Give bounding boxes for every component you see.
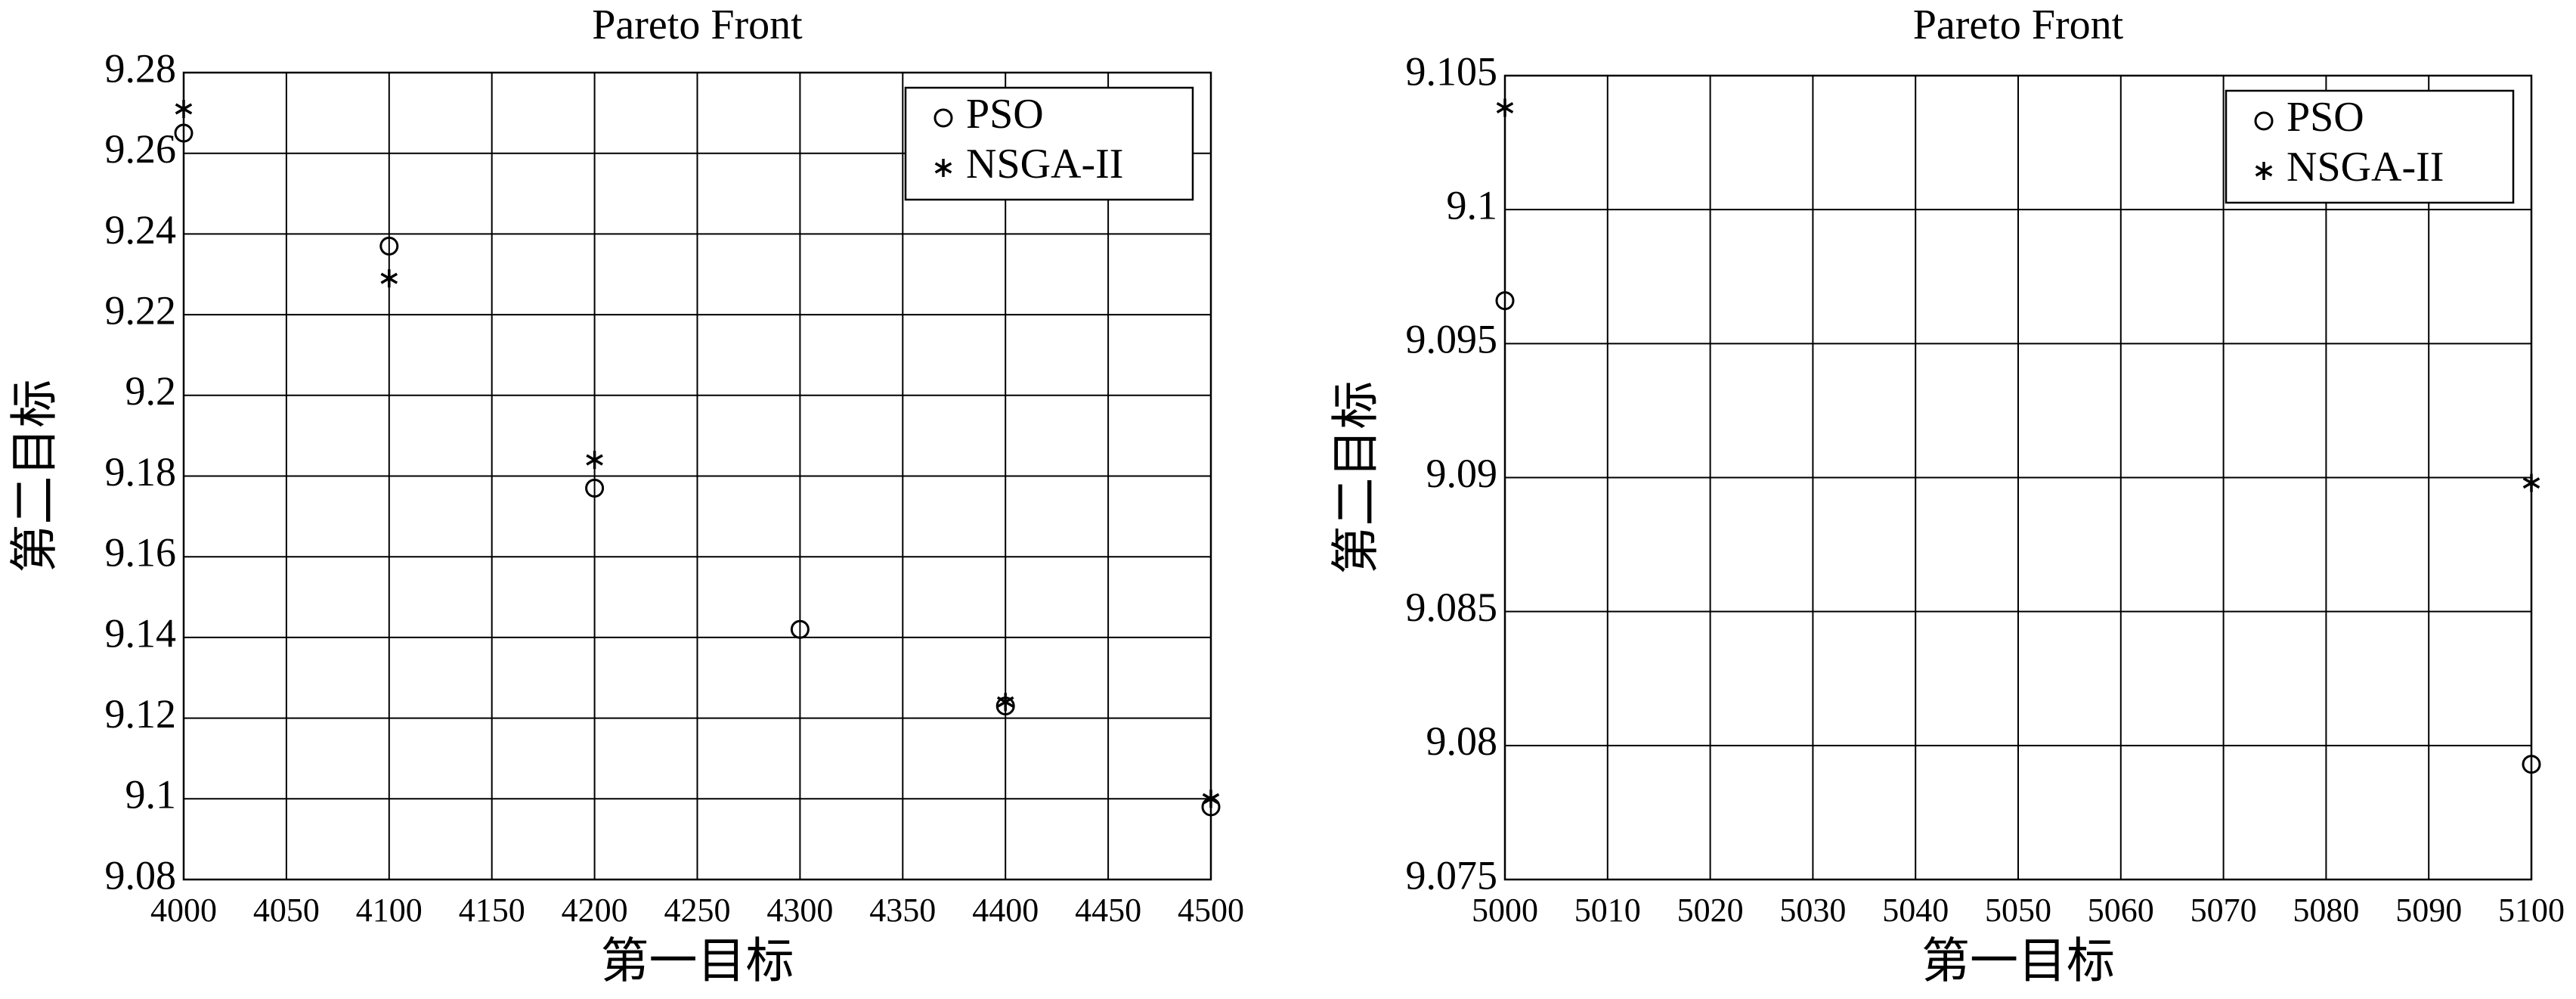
legend-marker xyxy=(2255,162,2273,180)
y-tick-label: 9.16 xyxy=(105,530,177,576)
legend-label: PSO xyxy=(2287,94,2364,141)
point xyxy=(2522,755,2541,774)
x-tick-label: 5070 xyxy=(2191,892,2257,929)
x-tick-label: 5030 xyxy=(1779,892,1846,929)
y-tick-label: 9.14 xyxy=(105,610,177,656)
legend-label: PSO xyxy=(966,91,1044,138)
point xyxy=(2522,473,2540,492)
x-tick-label: 5010 xyxy=(1574,892,1641,929)
y-tick-label: 9.1 xyxy=(125,772,177,818)
legend-box xyxy=(904,86,1194,201)
x-tick-label: 5020 xyxy=(1677,892,1744,929)
y-tick-label: 9.09 xyxy=(1426,451,1498,496)
x-tick-label: 4150 xyxy=(459,892,525,929)
y-axis-label: 第二目标 xyxy=(8,380,62,573)
y-tick-label: 9.075 xyxy=(1406,852,1498,898)
point xyxy=(1202,790,1220,808)
y-tick-label: 9.1 xyxy=(1447,183,1498,228)
point xyxy=(585,479,605,498)
x-axis-label: 第一目标 xyxy=(601,935,794,988)
point xyxy=(1495,291,1515,311)
x-tick-label: 4350 xyxy=(869,892,936,929)
y-tick-label: 9.08 xyxy=(1426,718,1498,764)
legend-marker xyxy=(934,159,952,177)
y-tick-label: 9.105 xyxy=(1406,48,1498,94)
y-tick-label: 9.12 xyxy=(105,691,177,737)
x-tick-label: 4200 xyxy=(562,892,628,929)
x-tick-label: 5100 xyxy=(2498,892,2565,929)
x-tick-label: 4450 xyxy=(1075,892,1141,929)
legend-label: NSGA-II xyxy=(966,141,1123,188)
y-tick-label: 9.28 xyxy=(105,45,177,91)
x-tick-label: 5040 xyxy=(1882,892,1949,929)
x-tick-label: 5080 xyxy=(2293,892,2359,929)
point xyxy=(790,619,810,639)
x-axis-label: 第一目标 xyxy=(1921,935,2115,988)
x-tick-label: 4300 xyxy=(766,892,833,929)
y-tick-label: 9.095 xyxy=(1406,317,1498,362)
legend-label: NSGA-II xyxy=(2287,144,2444,191)
x-tick-label: 4400 xyxy=(972,892,1039,929)
y-tick-label: 9.26 xyxy=(105,126,177,172)
y-axis-label: 第二目标 xyxy=(1330,381,1383,575)
chart-title: Pareto Front xyxy=(1913,2,2124,48)
point xyxy=(1496,98,1514,117)
point xyxy=(586,451,603,470)
chart-title: Pareto Front xyxy=(592,2,803,48)
point xyxy=(996,693,1014,712)
y-tick-label: 9.2 xyxy=(125,368,177,414)
legend-box xyxy=(2225,89,2515,204)
point xyxy=(174,123,194,143)
y-tick-label: 9.24 xyxy=(105,207,177,253)
legend-marker xyxy=(2254,111,2274,131)
x-tick-label: 4100 xyxy=(356,892,423,929)
point xyxy=(380,269,398,288)
x-tick-label: 4000 xyxy=(150,892,217,929)
point xyxy=(175,100,193,119)
x-tick-label: 5050 xyxy=(1985,892,2051,929)
x-tick-label: 5090 xyxy=(2395,892,2462,929)
y-tick-label: 9.085 xyxy=(1406,585,1498,630)
point xyxy=(379,236,399,256)
y-tick-label: 9.08 xyxy=(105,852,177,898)
y-tick-label: 9.18 xyxy=(105,449,177,495)
plot-frame xyxy=(182,71,1212,881)
legend-marker xyxy=(933,108,953,128)
x-tick-label: 5060 xyxy=(2088,892,2154,929)
x-tick-label: 5000 xyxy=(1472,892,1538,929)
x-tick-label: 4250 xyxy=(664,892,731,929)
x-tick-label: 4500 xyxy=(1178,892,1244,929)
x-tick-label: 4050 xyxy=(253,892,320,929)
y-tick-label: 9.22 xyxy=(105,287,177,333)
